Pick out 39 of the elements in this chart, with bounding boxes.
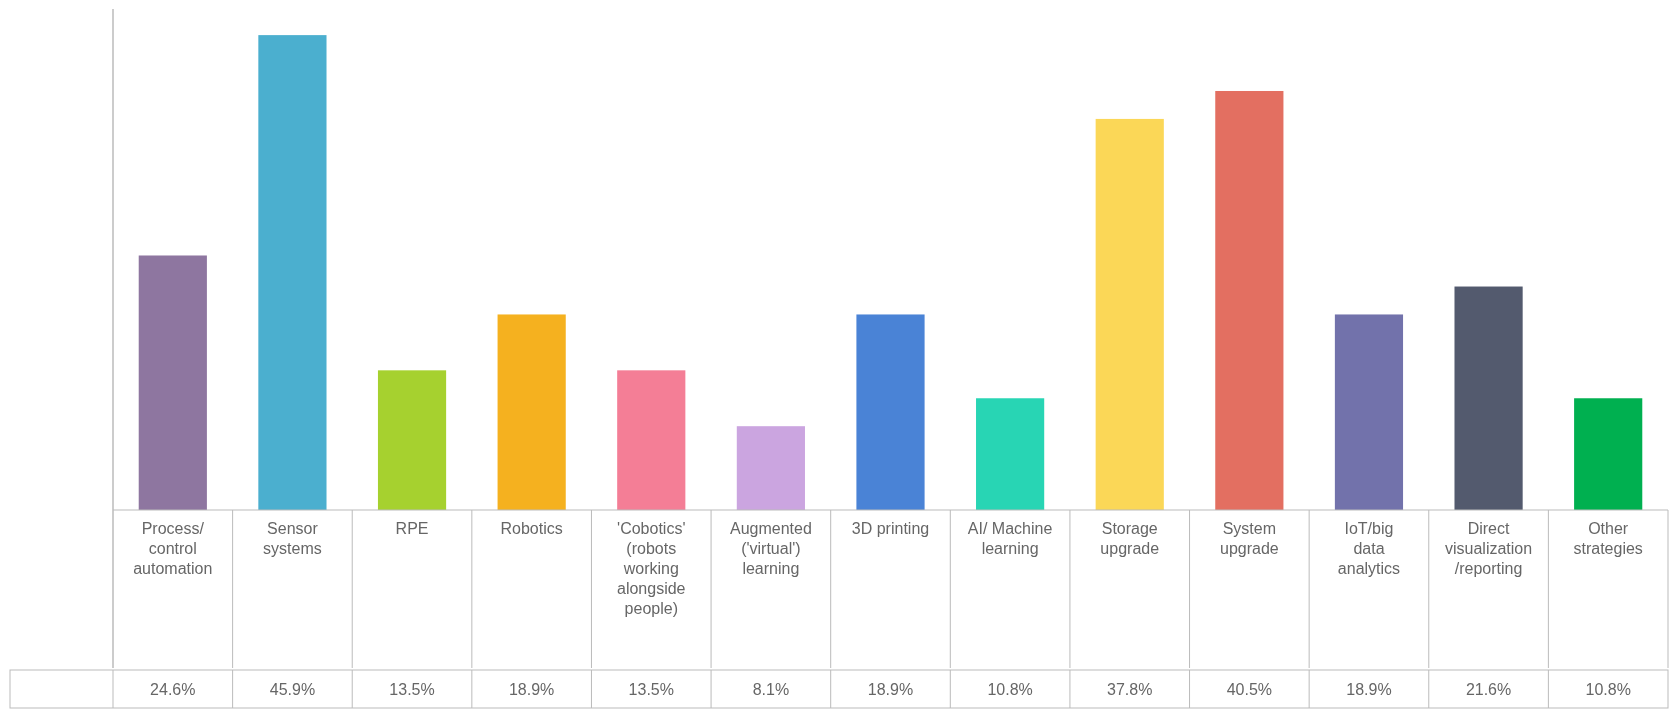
data-label: 45.9% (269, 681, 316, 698)
x-tick-label: 3D printing (851, 520, 930, 537)
data-label: 18.9% (867, 681, 914, 698)
bar (736, 426, 805, 510)
x-tick-label: Augmented ('virtual') learning (729, 520, 812, 577)
data-label: 21.6% (1465, 681, 1512, 698)
bar (856, 314, 925, 510)
x-tick-label: 'Cobotics' (robots working alongside people) (617, 520, 686, 617)
data-label: 37.8% (1107, 681, 1153, 698)
x-tick-label: IoT/big data analytics (1337, 520, 1401, 577)
bar (138, 255, 207, 510)
data-label: 8.1% (752, 681, 790, 698)
x-tick-label: RPE (395, 520, 429, 537)
bar (976, 398, 1045, 510)
bar (497, 314, 566, 510)
bar (258, 35, 327, 510)
x-tick-label: System upgrade (1219, 520, 1279, 557)
data-label: 24.6% (150, 681, 196, 698)
bar (1334, 314, 1404, 510)
data-label: 13.5% (628, 681, 674, 698)
data-label: 10.8% (1585, 681, 1631, 698)
x-tick-label: Direct visualization /reporting (1445, 520, 1533, 577)
x-tick-label: AI/ Machine learning (967, 520, 1053, 557)
x-tick-label: Sensor systems (263, 520, 322, 557)
x-tick-label: Process/ control automation (133, 520, 213, 577)
x-tick-label: Other strategies (1573, 520, 1643, 557)
bar (617, 370, 686, 510)
bar (1095, 118, 1164, 510)
data-label: 10.8% (987, 681, 1033, 698)
data-label: 40.5% (1226, 681, 1273, 698)
data-label: 18.9% (1346, 681, 1392, 698)
data-label: 13.5% (389, 681, 435, 698)
bar (1574, 398, 1643, 510)
bar (377, 370, 447, 510)
bar (1454, 286, 1523, 510)
bar (1215, 90, 1284, 510)
x-tick-label: Robotics (500, 520, 563, 537)
x-tick-label: Storage upgrade (1100, 520, 1160, 557)
data-label: 18.9% (508, 681, 555, 698)
